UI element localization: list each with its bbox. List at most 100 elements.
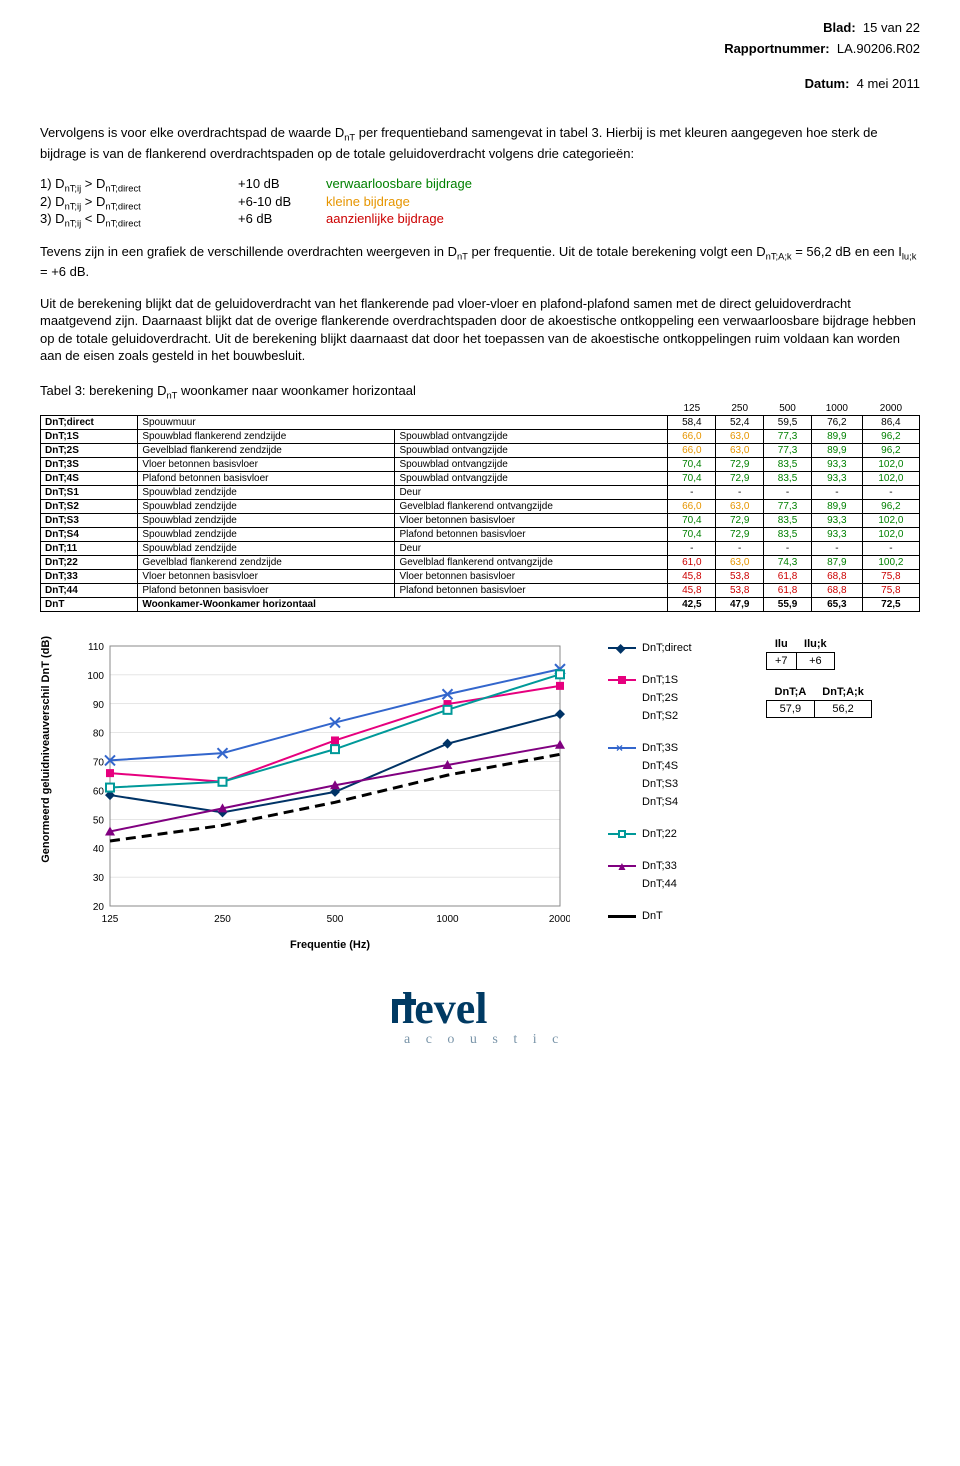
row-desc1: Spouwblad zendzijde <box>138 514 395 528</box>
row-value: 70,4 <box>668 528 716 542</box>
row-value: - <box>862 486 919 500</box>
row-value: 53,8 <box>716 584 764 598</box>
row-value: 59,5 <box>764 416 812 430</box>
row-desc2: Plafond betonnen basisvloer <box>395 528 668 542</box>
row-value: 68,8 <box>811 570 862 584</box>
row-desc2: Plafond betonnen basisvloer <box>395 584 668 598</box>
row-desc1: Plafond betonnen basisvloer <box>138 584 395 598</box>
row-value: 65,3 <box>811 598 862 612</box>
row-value: 83,5 <box>764 528 812 542</box>
row-value: 53,8 <box>716 570 764 584</box>
row-desc2: Deur <box>395 486 668 500</box>
row-value: 93,3 <box>811 528 862 542</box>
legend-row: DnT;S4 <box>608 796 748 808</box>
svg-text:250: 250 <box>214 914 231 925</box>
row-value: 45,8 <box>668 584 716 598</box>
row-value: 77,3 <box>764 500 812 514</box>
table-row: DnT;S1Spouwblad zendzijdeDeur----- <box>41 486 920 500</box>
row-value: 102,0 <box>862 472 919 486</box>
chart-ylabel: Genormeerd geluidniveauverschil DnT (dB) <box>40 636 52 863</box>
category-list: 1) DnT;ij > DnT;direct +10 dB verwaarloo… <box>40 176 920 229</box>
dnta-table: DnT;ADnT;A;k 57,956,2 <box>766 684 872 718</box>
row-value: 52,4 <box>716 416 764 430</box>
row-desc2: Vloer betonnen basisvloer <box>395 514 668 528</box>
row-desc1: Vloer betonnen basisvloer <box>138 570 395 584</box>
row-value: 96,2 <box>862 444 919 458</box>
row-value: 61,8 <box>764 584 812 598</box>
legend-label: DnT;direct <box>642 642 692 654</box>
row-value: 93,3 <box>811 514 862 528</box>
row-value: 102,0 <box>862 528 919 542</box>
ilu-table: IluIlu;k +7+6 <box>766 636 835 670</box>
table-row: DnT;1SSpouwblad flankerend zendzijdeSpou… <box>41 430 920 444</box>
row-desc1: Spouwmuur <box>138 416 668 430</box>
row-value: - <box>668 542 716 556</box>
legend-row: DnT;S3 <box>608 778 748 790</box>
row-id: DnT;4S <box>41 472 138 486</box>
row-value: 86,4 <box>862 416 919 430</box>
chart-xlabel: Frequentie (Hz) <box>70 939 590 951</box>
row-value: 61,8 <box>764 570 812 584</box>
row-desc1: Plafond betonnen basisvloer <box>138 472 395 486</box>
row-desc2: Vloer betonnen basisvloer <box>395 570 668 584</box>
row-id: DnT;S1 <box>41 486 138 500</box>
table-row: DnT;22Gevelblad flankerend zendzijdeGeve… <box>41 556 920 570</box>
row-value: 47,9 <box>716 598 764 612</box>
blad-label: Blad: <box>823 20 856 35</box>
cat-2-text: kleine bijdrage <box>326 194 410 212</box>
row-value: 72,9 <box>716 528 764 542</box>
table-row: DnTWoonkamer-Woonkamer horizontaal42,547… <box>41 598 920 612</box>
row-value: 70,4 <box>668 458 716 472</box>
datum-label: Datum: <box>805 76 850 91</box>
legend-row: DnT;22 <box>608 828 748 840</box>
row-value: - <box>764 542 812 556</box>
row-value: 89,9 <box>811 500 862 514</box>
row-value: 45,8 <box>668 570 716 584</box>
row-value: 66,0 <box>668 500 716 514</box>
table-title: Tabel 3: berekening DnT woonkamer naar w… <box>40 383 920 401</box>
row-value: 83,5 <box>764 472 812 486</box>
table-row: DnT;4SPlafond betonnen basisvloerSpouwbl… <box>41 472 920 486</box>
row-value: 77,3 <box>764 430 812 444</box>
row-value: 70,4 <box>668 472 716 486</box>
blad-value: 15 van 22 <box>863 20 920 35</box>
legend-row: DnT;1S <box>608 674 748 686</box>
row-value: 70,4 <box>668 514 716 528</box>
row-id: DnT;S3 <box>41 514 138 528</box>
row-value: 58,4 <box>668 416 716 430</box>
legend-row: DnT <box>608 910 748 922</box>
row-value: 72,9 <box>716 458 764 472</box>
row-value: 89,9 <box>811 444 862 458</box>
row-desc2: Gevelblad flankerend ontvangzijde <box>395 556 668 570</box>
row-desc1: Spouwblad zendzijde <box>138 500 395 514</box>
legend-label: DnT;1S <box>642 674 678 686</box>
table-row: DnT;2SGevelblad flankerend zendzijdeSpou… <box>41 444 920 458</box>
row-value: 76,2 <box>811 416 862 430</box>
legend-marker: ◆ <box>608 642 636 654</box>
legend-label: DnT;3S <box>642 742 678 754</box>
table-row: DnT;44Plafond betonnen basisvloerPlafond… <box>41 584 920 598</box>
legend-row: ◆ DnT;direct <box>608 642 748 654</box>
chart-legend: ◆DnT;directDnT;1SDnT;2SDnT;S2×DnT;3SDnT;… <box>608 636 748 936</box>
row-value: 63,0 <box>716 444 764 458</box>
cat-3-text: aanzienlijke bijdrage <box>326 211 444 229</box>
legend-marker: × <box>608 742 636 754</box>
para-intro: Vervolgens is voor elke overdrachtspad d… <box>40 124 920 162</box>
table-row: DnT;S3Spouwblad zendzijdeVloer betonnen … <box>41 514 920 528</box>
svg-text:a c o u s t i c s: a c o u s t i c s <box>404 1032 570 1047</box>
para-2: Tevens zijn in een grafiek de verschille… <box>40 243 920 281</box>
row-desc1: Spouwblad zendzijde <box>138 542 395 556</box>
row-value: - <box>764 486 812 500</box>
svg-text:50: 50 <box>93 816 105 827</box>
row-value: - <box>811 486 862 500</box>
row-value: 63,0 <box>716 500 764 514</box>
row-value: 66,0 <box>668 444 716 458</box>
row-desc1: Spouwblad zendzijde <box>138 486 395 500</box>
row-value: 75,8 <box>862 584 919 598</box>
row-desc1: Vloer betonnen basisvloer <box>138 458 395 472</box>
svg-text:level: level <box>402 984 488 1033</box>
svg-text:40: 40 <box>93 845 105 856</box>
row-id: DnT;22 <box>41 556 138 570</box>
cat-row-1: 1) DnT;ij > DnT;direct +10 dB verwaarloo… <box>40 176 920 194</box>
svg-text:90: 90 <box>93 700 105 711</box>
